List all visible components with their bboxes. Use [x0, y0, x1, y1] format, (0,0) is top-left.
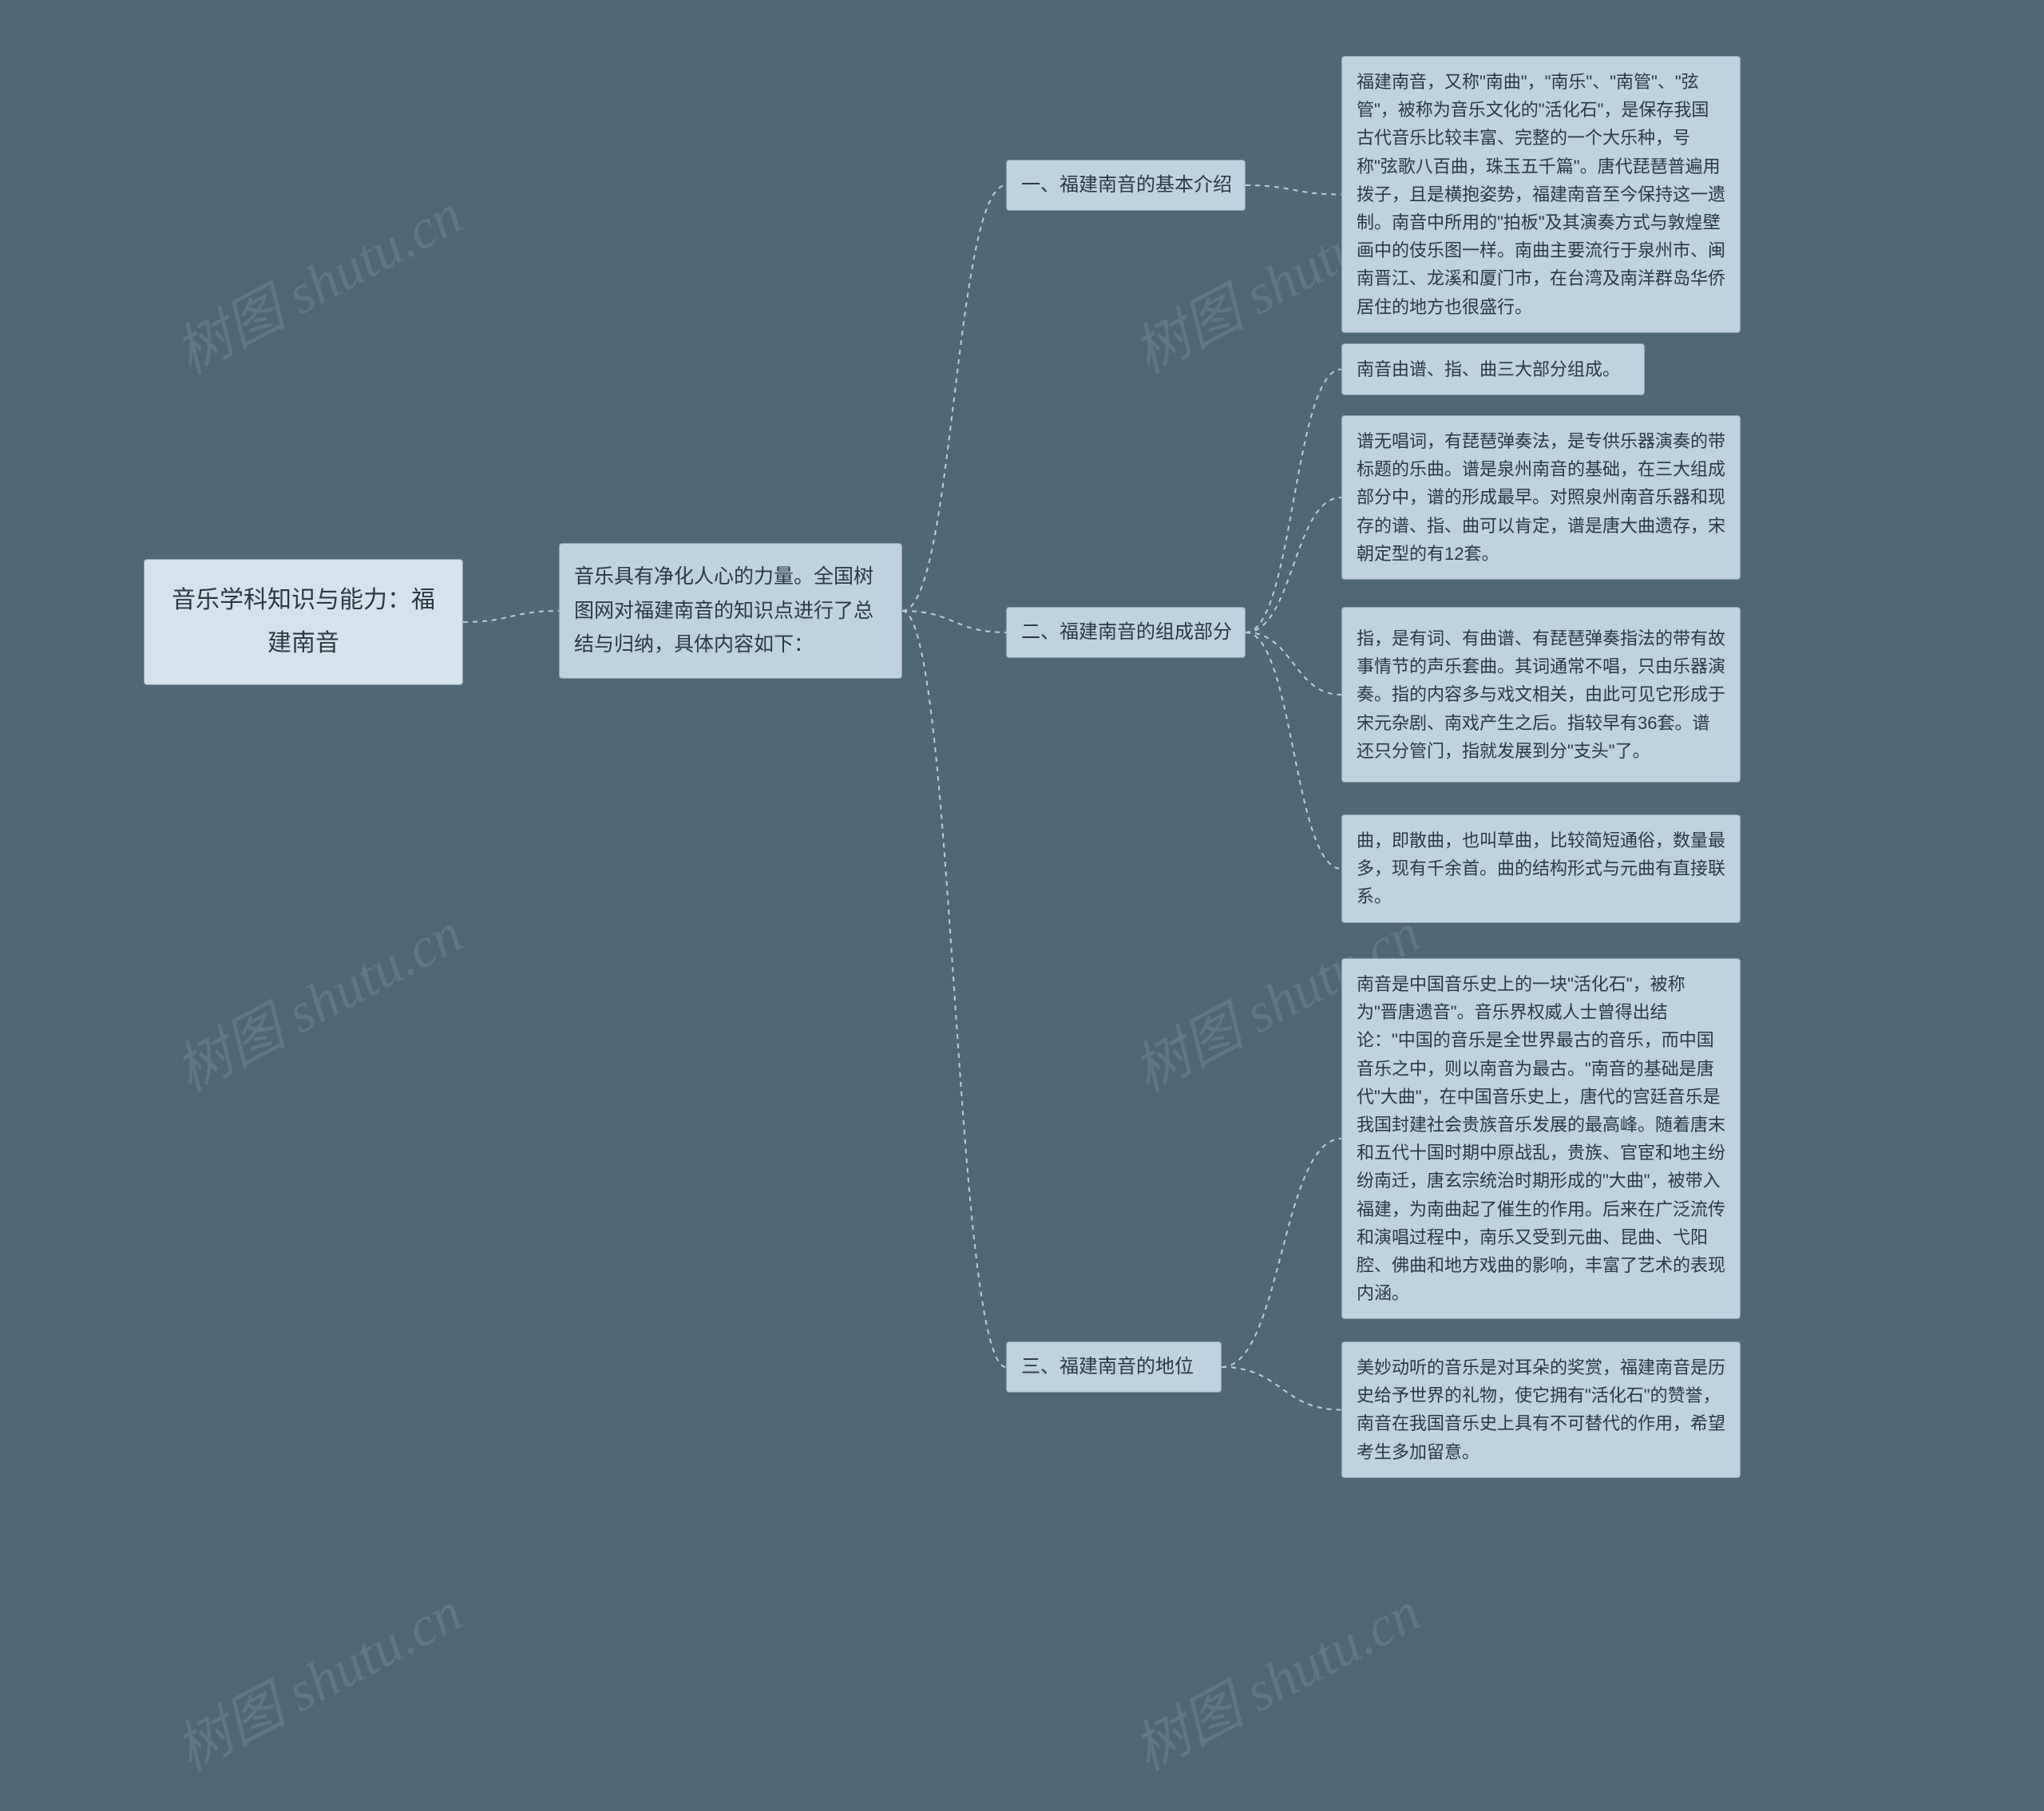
- section-heading-3-label: 三、福建南音的地位: [1021, 1352, 1194, 1382]
- section-heading-2[interactable]: 二、福建南音的组成部分: [1006, 607, 1246, 658]
- section-heading-1[interactable]: 一、福建南音的基本介绍: [1006, 160, 1246, 211]
- leaf-text: 美妙动听的音乐是对耳朵的奖赏，福建南音是历史给予世界的礼物，使它拥有"活化石"的…: [1357, 1353, 1725, 1466]
- section-heading-1-label: 一、福建南音的基本介绍: [1021, 170, 1232, 200]
- leaf-text: 南音是中国音乐史上的一块"活化石"，被称为"晋唐遗音"。音乐界权威人士曾得出结论…: [1357, 970, 1725, 1307]
- watermark-text: 树图 shutu.cn: [1117, 1568, 1432, 1787]
- watermark-text: 树图 shutu.cn: [159, 171, 473, 390]
- leaf-text: 福建南音，又称"南曲"，"南乐"、"南管"、"弦管"，被称为音乐文化的"活化石"…: [1357, 68, 1725, 321]
- leaf-node[interactable]: 南音由谱、指、曲三大部分组成。: [1341, 343, 1645, 395]
- leaf-text: 谱无唱词，有琵琶弹奏法，是专供乐器演奏的带标题的乐曲。谱是泉州南音的基础，在三大…: [1357, 427, 1725, 568]
- leaf-text: 南音由谱、指、曲三大部分组成。: [1357, 355, 1620, 383]
- intro-text: 音乐具有净化人心的力量。全国树图网对福建南音的知识点进行了总结与归纳，具体内容如…: [574, 560, 887, 662]
- leaf-node[interactable]: 南音是中国音乐史上的一块"活化石"，被称为"晋唐遗音"。音乐界权威人士曾得出结论…: [1341, 958, 1741, 1319]
- root-label: 音乐学科知识与能力：福建南音: [167, 579, 440, 665]
- section-heading-2-label: 二、福建南音的组成部分: [1021, 617, 1232, 648]
- leaf-node[interactable]: 福建南音，又称"南曲"，"南乐"、"南管"、"弦管"，被称为音乐文化的"活化石"…: [1341, 56, 1741, 333]
- leaf-node[interactable]: 美妙动听的音乐是对耳朵的奖赏，福建南音是历史给予世界的礼物，使它拥有"活化石"的…: [1341, 1341, 1741, 1478]
- leaf-node[interactable]: 指，是有词、有曲谱、有琵琶弹奏指法的带有故事情节的声乐套曲。其词通常不唱，只由乐…: [1341, 607, 1741, 783]
- leaf-node[interactable]: 谱无唱词，有琵琶弹奏法，是专供乐器演奏的带标题的乐曲。谱是泉州南音的基础，在三大…: [1341, 415, 1741, 580]
- leaf-node[interactable]: 曲，即散曲，也叫草曲，比较简短通俗，数量最多，现有千余首。曲的结构形式与元曲有直…: [1341, 814, 1741, 923]
- root-node[interactable]: 音乐学科知识与能力：福建南音: [144, 559, 463, 685]
- section-heading-3[interactable]: 三、福建南音的地位: [1006, 1341, 1222, 1393]
- leaf-text: 指，是有词、有曲谱、有琵琶弹奏指法的带有故事情节的声乐套曲。其词通常不唱，只由乐…: [1357, 624, 1725, 765]
- leaf-text: 曲，即散曲，也叫草曲，比较简短通俗，数量最多，现有千余首。曲的结构形式与元曲有直…: [1357, 826, 1725, 911]
- watermark-text: 树图 shutu.cn: [159, 890, 473, 1108]
- intro-node[interactable]: 音乐具有净化人心的力量。全国树图网对福建南音的知识点进行了总结与归纳，具体内容如…: [559, 543, 902, 679]
- watermark-text: 树图 shutu.cn: [159, 1568, 473, 1787]
